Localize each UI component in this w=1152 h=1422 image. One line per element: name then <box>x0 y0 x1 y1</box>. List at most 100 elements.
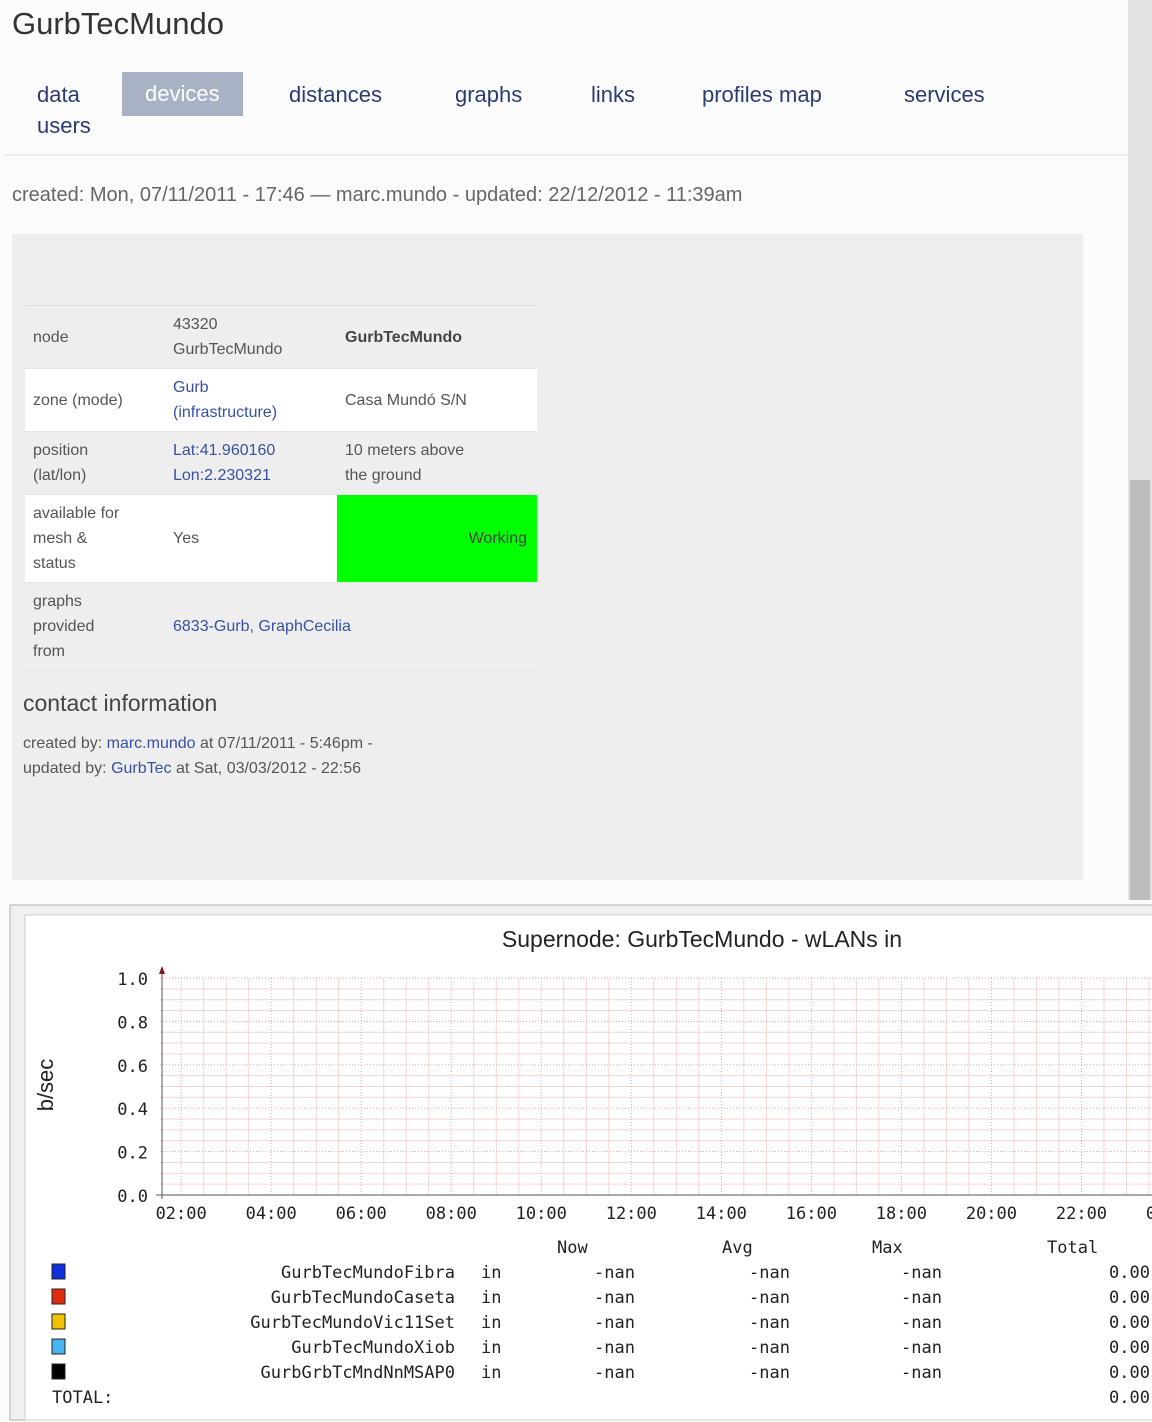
legend-direction: in <box>481 1263 501 1283</box>
x-tick-label: 18:00 <box>876 1204 927 1224</box>
legend-total: 0.00 <box>1109 1338 1150 1358</box>
nav-tab[interactable]: data <box>37 82 80 108</box>
table-cell: zone (mode) <box>25 369 165 432</box>
legend-now: -nan <box>594 1363 635 1383</box>
y-tick-label: 0.2 <box>117 1144 148 1164</box>
x-tick-label: 16:00 <box>786 1204 837 1224</box>
contact-text: updated by: <box>23 760 111 777</box>
contact-text: at 07/11/2011 - 5:46pm - <box>196 735 373 752</box>
nav-tab[interactable]: services <box>904 82 985 108</box>
table-cell: 10 meters above the ground <box>337 432 537 495</box>
page-content: GurbTecMundoGurbCalTabassetaurbCucuteraL… <box>0 0 1152 1422</box>
table-cell: Working <box>337 495 537 583</box>
legend-avg: -nan <box>749 1338 790 1358</box>
legend-total-label: TOTAL: <box>52 1388 113 1408</box>
legend-direction: in <box>481 1313 501 1333</box>
legend-now: -nan <box>594 1313 635 1333</box>
user-link[interactable]: GurbTec <box>111 760 171 777</box>
legend-direction: in <box>481 1288 501 1308</box>
x-tick-label: 08:00 <box>426 1204 477 1224</box>
table-cell: 6833-Gurb, GraphCecilia <box>165 583 537 671</box>
table-cell: Yes <box>165 495 337 583</box>
table-cell: Casa Mundó S/N <box>337 369 537 432</box>
legend-total: 0.00 <box>1109 1313 1150 1333</box>
legend-direction: in <box>481 1338 501 1358</box>
table-cell: GurbTecMundo <box>337 306 537 369</box>
user-link[interactable]: marc.mundo <box>107 735 196 752</box>
table-cell: Gurb (infrastructure) <box>165 369 337 432</box>
legend-max: -nan <box>901 1338 942 1358</box>
legend-max: -nan <box>901 1288 942 1308</box>
page-title: GurbTecMundo <box>12 6 224 42</box>
legend-total: 0.00 <box>1109 1288 1150 1308</box>
legend-avg: -nan <box>749 1313 790 1333</box>
scrollbar-thumb <box>1130 480 1150 900</box>
contact-text: at Sat, 03/03/2012 - 22:56 <box>172 760 361 777</box>
legend-avg: -nan <box>749 1363 790 1383</box>
legend-max: -nan <box>901 1313 942 1333</box>
legend-name: GurbGrbTcMndNnMSAP0 <box>261 1363 455 1383</box>
x-tick-label: 12:00 <box>606 1204 657 1224</box>
y-tick-label: 0.6 <box>117 1057 148 1077</box>
legend-header: Avg <box>722 1238 753 1258</box>
legend-total-value: 0.00 <box>1109 1388 1150 1408</box>
legend-now: -nan <box>594 1288 635 1308</box>
nav-tab[interactable]: distances <box>289 82 382 108</box>
x-tick-label: 14:00 <box>696 1204 747 1224</box>
chart-title: Supernode: GurbTecMundo - wLANs in <box>502 926 902 952</box>
x-tick-label: 00:00 <box>1146 1204 1152 1224</box>
page: {"header":{"title":"GurbTecMundo"}, "tab… <box>0 0 1152 1422</box>
legend-header: Total <box>1047 1238 1098 1258</box>
nav-tab[interactable]: users <box>37 113 91 139</box>
legend-name: GurbTecMundoXiob <box>291 1338 455 1358</box>
contact-title: contact information <box>23 690 217 717</box>
legend-header: Now <box>557 1238 588 1258</box>
legend-swatch <box>52 1314 65 1329</box>
legend-name: GurbTecMundoFibra <box>281 1263 455 1283</box>
legend-now: -nan <box>594 1338 635 1358</box>
y-axis-label: b/sec <box>33 1059 58 1112</box>
table-cell: Lat:41.960160 Lon:2.230321 <box>165 432 337 495</box>
nav-tab[interactable]: links <box>591 82 635 108</box>
y-tick-label: 0.4 <box>117 1100 148 1120</box>
legend-swatch <box>52 1364 65 1379</box>
table-row: position (lat/lon)Lat:41.960160 Lon:2.23… <box>25 432 537 495</box>
meta-info: created: Mon, 07/11/2011 - 17:46 — marc.… <box>12 184 742 207</box>
nav-tab[interactable]: devices <box>122 72 243 116</box>
y-tick-label: 0.0 <box>117 1187 148 1207</box>
table-cell: node <box>25 306 165 369</box>
legend-swatch <box>52 1264 65 1279</box>
table-row: zone (mode)Gurb (infrastructure)Casa Mun… <box>25 369 537 432</box>
contact-line: created by: marc.mundo at 07/11/2011 - 5… <box>23 735 373 753</box>
table-cell: 43320 GurbTecMundo <box>165 306 337 369</box>
legend-now: -nan <box>594 1263 635 1283</box>
legend-max: -nan <box>901 1263 942 1283</box>
table-cell: position (lat/lon) <box>25 432 165 495</box>
nav-tab[interactable]: graphs <box>455 82 522 108</box>
legend-direction: in <box>481 1363 501 1383</box>
x-tick-label: 02:00 <box>156 1204 207 1224</box>
legend-swatch <box>52 1289 65 1304</box>
legend-total: 0.00 <box>1109 1363 1150 1383</box>
legend-avg: -nan <box>749 1263 790 1283</box>
y-tick-label: 1.0 <box>117 970 148 990</box>
x-tick-label: 04:00 <box>246 1204 297 1224</box>
legend-name: GurbTecMundoVic11Set <box>250 1313 455 1333</box>
legend-name: GurbTecMundoCaseta <box>271 1288 455 1308</box>
chart-canvas <box>25 915 1152 1420</box>
contact-line: updated by: GurbTec at Sat, 03/03/2012 -… <box>23 760 361 778</box>
table-cell: graphs provided from <box>25 583 165 671</box>
legend-max: -nan <box>901 1363 942 1383</box>
separator <box>4 154 1128 156</box>
legend-header: Max <box>872 1238 903 1258</box>
nav-tab[interactable]: profiles map <box>702 82 822 108</box>
table-cell: available for mesh & status <box>25 495 165 583</box>
legend-swatch <box>52 1339 65 1354</box>
x-tick-label: 10:00 <box>516 1204 567 1224</box>
x-tick-label: 22:00 <box>1056 1204 1107 1224</box>
legend-avg: -nan <box>749 1288 790 1308</box>
